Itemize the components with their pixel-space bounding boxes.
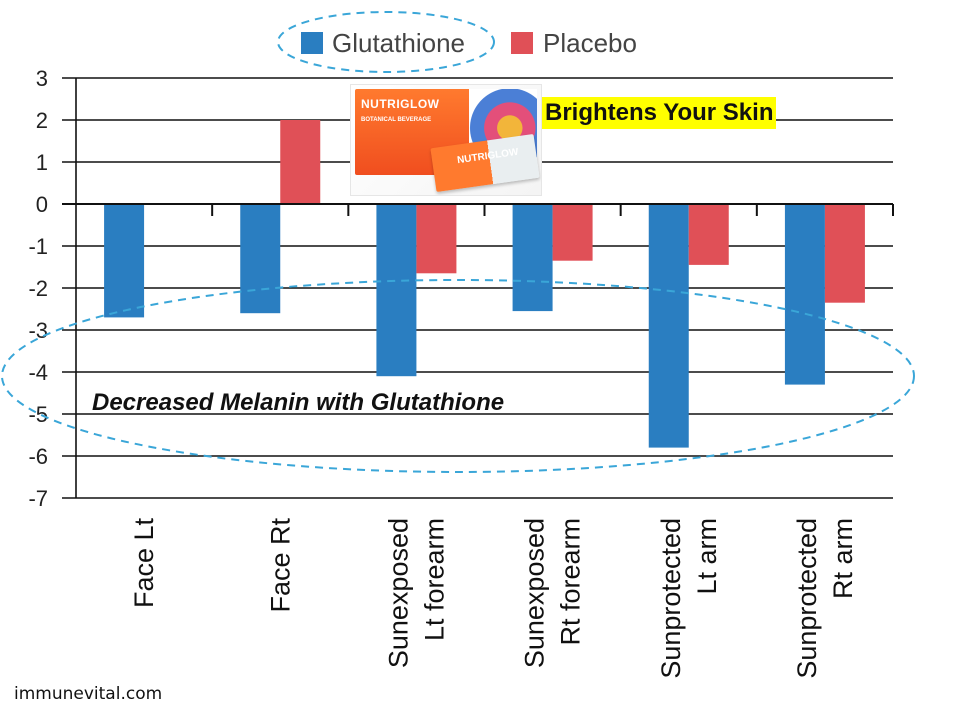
category-label-line: Face Lt — [129, 518, 159, 609]
legend: Glutathione Placebo — [301, 28, 637, 58]
y-tick-label: 2 — [36, 108, 48, 133]
axes — [62, 78, 894, 498]
bar-glutathione-1 — [240, 204, 281, 314]
bar-glutathione-2 — [376, 204, 417, 377]
grid-lines — [62, 77, 893, 499]
y-tick-label: -1 — [28, 234, 48, 259]
product-box: NUTRIGLOW BOTANICAL BEVERAGE — [355, 89, 473, 175]
bar-placebo-5 — [824, 204, 865, 303]
bar-placebo-4 — [688, 204, 729, 265]
y-tick-label: -4 — [28, 360, 48, 385]
category-label: Face Lt — [129, 518, 159, 609]
y-tick-label: -5 — [28, 402, 48, 427]
promo-label: Brightens Your Skin — [542, 97, 777, 129]
category-label-line: Sunprotected — [656, 518, 686, 679]
product-subtitle: BOTANICAL BEVERAGE — [361, 117, 432, 123]
y-tick-label: -3 — [28, 318, 48, 343]
bar-glutathione-5 — [784, 204, 825, 385]
legend-label-glutathione: Glutathione — [332, 28, 465, 58]
y-tick-label: 1 — [36, 150, 48, 175]
category-label-line: Rt forearm — [556, 518, 586, 646]
melanin-highlight-ellipse — [1, 279, 915, 473]
y-tick-label: 0 — [36, 192, 48, 217]
y-tick-label: -2 — [28, 276, 48, 301]
bar-placebo-3 — [552, 204, 593, 261]
legend-label-placebo: Placebo — [543, 28, 637, 58]
bar-glutathione-3 — [512, 204, 553, 312]
category-label-line: Lt forearm — [419, 518, 449, 641]
legend-swatch-placebo — [511, 32, 533, 54]
category-label: Sunexposed Lt forearm — [383, 518, 449, 668]
product-brand-text: NUTRIGLOW — [361, 97, 440, 111]
bar-placebo-2 — [416, 204, 457, 274]
bar-glutathione-0 — [104, 204, 145, 318]
bar-placebo-1 — [280, 120, 321, 204]
category-label-line: Sunexposed — [383, 518, 413, 668]
category-label: Sunexposed Rt forearm — [520, 518, 586, 668]
category-label: Face Rt — [265, 518, 295, 613]
category-label-line: Rt arm — [828, 518, 858, 599]
legend-swatch-glutathione — [301, 32, 323, 54]
legend-highlight-ellipse — [277, 11, 495, 73]
y-tick-label: 3 — [36, 66, 48, 91]
bar-glutathione-4 — [648, 204, 689, 448]
y-tick-labels: 3 2 1 0 -1 -2 -3 -4 -5 -6 -7 — [28, 66, 48, 511]
category-label-line: Sunprotected — [792, 518, 822, 679]
watermark: immunevital.com — [14, 684, 163, 704]
y-tick-label: -7 — [28, 486, 48, 511]
bars — [104, 120, 865, 448]
category-label-line: Sunexposed — [520, 518, 550, 668]
category-label: Sunprotected Lt arm — [656, 518, 722, 679]
category-label-line: Lt arm — [692, 518, 722, 595]
category-label-line: Face Rt — [265, 518, 295, 613]
melanin-annotation: Decreased Melanin with Glutathione — [92, 389, 504, 416]
y-tick-label: -6 — [28, 444, 48, 469]
product-image: NUTRIGLOW BOTANICAL BEVERAGE NUTRIGLOW — [350, 84, 542, 196]
category-label: Sunprotected Rt arm — [792, 518, 858, 679]
category-labels: Face Lt Face Rt Sunexposed Lt forearm Sunexp… — [129, 518, 858, 679]
